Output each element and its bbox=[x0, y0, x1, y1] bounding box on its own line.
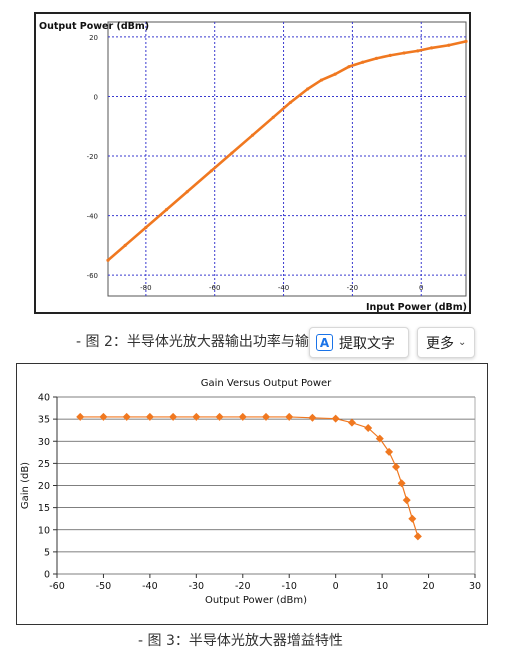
chart-2: Gain Versus Output Power 0 5 10 15 20 25 30 35 40… bbox=[16, 363, 488, 625]
data-point bbox=[106, 258, 110, 262]
data-point bbox=[250, 133, 255, 137]
x-tick-label: -60 bbox=[209, 284, 220, 292]
data-point bbox=[408, 514, 417, 523]
y-tick-label: 20 bbox=[38, 481, 50, 492]
chart-2-ylabel: Gain (dB) bbox=[20, 462, 31, 509]
data-point bbox=[388, 53, 392, 57]
y-tick-label: 5 bbox=[44, 547, 50, 558]
x-tick-label: 0 bbox=[419, 284, 423, 292]
data-point bbox=[145, 412, 154, 421]
chart-1: -80 -60 -40 -20 0 -60 -40 -20 0 20 Output Power (d… bbox=[34, 12, 471, 314]
x-tick-label: 10 bbox=[376, 581, 388, 592]
data-point bbox=[397, 479, 406, 488]
data-point bbox=[375, 434, 384, 443]
x-tick-label: 30 bbox=[469, 581, 481, 592]
y-tick-label: 30 bbox=[38, 437, 50, 448]
y-tick-label: 25 bbox=[38, 459, 50, 470]
data-point bbox=[209, 169, 213, 173]
data-point bbox=[402, 496, 411, 505]
y-tick-label: -60 bbox=[87, 272, 98, 280]
data-point bbox=[364, 423, 373, 432]
x-tick-label: -20 bbox=[235, 581, 251, 592]
data-point bbox=[123, 243, 127, 247]
data-point bbox=[416, 49, 420, 53]
x-tick-label: 20 bbox=[423, 581, 435, 592]
data-point bbox=[230, 151, 234, 155]
chart-1-xlabel: Input Power (dBm) bbox=[366, 302, 467, 313]
extract-text-label: 提取文字 bbox=[339, 335, 395, 352]
text-recognize-icon: A bbox=[316, 334, 333, 351]
data-point bbox=[402, 51, 406, 55]
y-tick-label: 10 bbox=[38, 525, 50, 536]
data-point bbox=[385, 447, 394, 456]
data-point bbox=[144, 225, 148, 230]
x-tick-label: -60 bbox=[49, 581, 65, 592]
chart-1-svg: -80 -60 -40 -20 0 -60 -40 -20 0 20 Output Power (d… bbox=[39, 21, 468, 313]
x-tick-label: -10 bbox=[281, 581, 297, 592]
data-point bbox=[308, 413, 317, 422]
data-point bbox=[122, 412, 131, 421]
data-point bbox=[374, 56, 379, 60]
y-tick-label: 35 bbox=[38, 415, 50, 426]
data-point bbox=[169, 412, 178, 421]
y-tick-label: 0 bbox=[44, 570, 50, 581]
series-line bbox=[107, 40, 467, 262]
x-tick-label: -30 bbox=[189, 581, 205, 592]
data-point bbox=[464, 39, 468, 43]
figure-2-caption: - 图 2：半导体光放大器输出功率与输入功率关系 bbox=[76, 334, 379, 350]
figure-3-caption: - 图 3：半导体光放大器增益特性 bbox=[138, 633, 343, 649]
data-point bbox=[347, 65, 351, 69]
data-point bbox=[215, 412, 224, 421]
data-point bbox=[262, 412, 270, 421]
x-tick-label: -20 bbox=[347, 284, 358, 292]
y-tick-label: -20 bbox=[87, 153, 98, 161]
plot-area bbox=[107, 21, 467, 297]
more-button[interactable]: 更多 ⌄ bbox=[417, 327, 475, 358]
chart-1-title: Output Power (dBm) bbox=[39, 21, 149, 32]
data-point bbox=[164, 208, 169, 212]
chart-2-svg: Gain Versus Output Power 0 5 10 15 20 25 30 35 40… bbox=[20, 378, 481, 606]
y-tick-label: -40 bbox=[87, 213, 98, 221]
data-point bbox=[347, 418, 356, 427]
y-tick-label: 0 bbox=[94, 93, 98, 101]
data-point bbox=[238, 412, 247, 421]
x-tick-label: 0 bbox=[333, 581, 339, 592]
chart-2-title: Gain Versus Output Power bbox=[201, 378, 332, 389]
data-point bbox=[331, 414, 340, 423]
chart-2-xlabel: Output Power (dBm) bbox=[205, 595, 307, 606]
data-point bbox=[192, 412, 201, 421]
data-point bbox=[285, 412, 294, 421]
data-point bbox=[185, 190, 189, 194]
data-point bbox=[319, 78, 324, 82]
x-tick-label: -50 bbox=[96, 581, 112, 592]
data-point bbox=[447, 43, 451, 47]
data-point bbox=[99, 412, 108, 421]
data-point bbox=[429, 46, 434, 50]
x-tick-label: -40 bbox=[278, 284, 289, 292]
series-line bbox=[80, 416, 419, 537]
extract-text-button[interactable]: A 提取文字 bbox=[309, 327, 409, 358]
data-point bbox=[271, 115, 275, 119]
data-point bbox=[76, 412, 85, 421]
x-tick-label: -80 bbox=[140, 284, 151, 292]
chevron-down-icon: ⌄ bbox=[458, 337, 467, 348]
data-point bbox=[306, 87, 310, 91]
data-point bbox=[333, 72, 337, 76]
more-label: 更多 bbox=[426, 335, 454, 352]
data-point bbox=[361, 60, 365, 64]
x-tick-label: -40 bbox=[142, 581, 158, 592]
data-point bbox=[288, 100, 293, 105]
data-point bbox=[392, 462, 401, 471]
y-tick-label: 20 bbox=[89, 34, 98, 42]
y-tick-label: 40 bbox=[38, 393, 50, 404]
y-tick-label: 15 bbox=[38, 503, 50, 514]
data-point bbox=[413, 532, 422, 541]
